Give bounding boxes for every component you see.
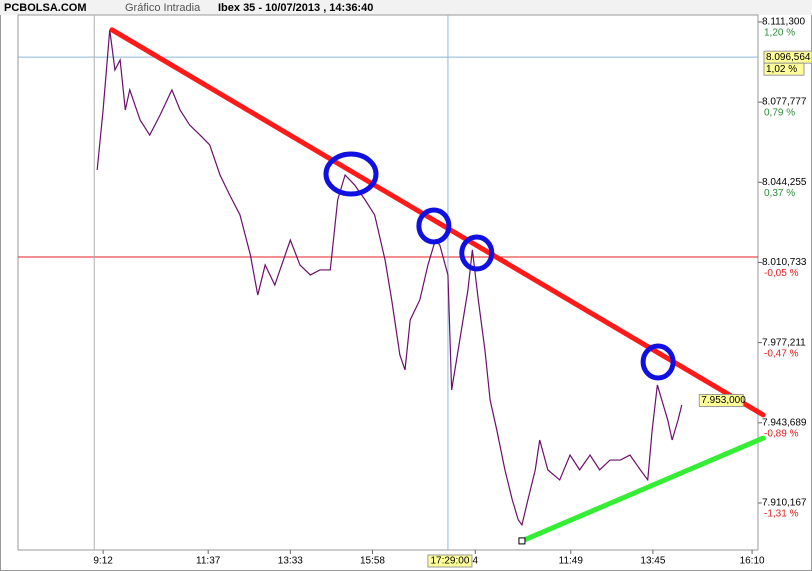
trend-line xyxy=(109,27,766,418)
highlight-circle xyxy=(459,234,495,272)
anchor-marker xyxy=(518,537,526,545)
x-tick-label: 4 xyxy=(473,556,479,567)
y-tick-pct-label: -0,05 % xyxy=(764,268,799,279)
y-tick-pct-label: 1,20 % xyxy=(764,28,795,39)
x-tick-label: 13:33 xyxy=(278,556,303,567)
hline-label: 8.096,564 xyxy=(766,52,811,63)
hline-pct-label-box xyxy=(763,62,805,76)
plot-area xyxy=(17,14,759,551)
y-tick-pct-label: -0,47 % xyxy=(764,348,799,359)
cursor-label-box xyxy=(427,554,473,568)
y-tick-label: 8.044,255 xyxy=(762,177,807,188)
y-tick-label: 8.111,300 xyxy=(762,17,805,28)
header-bar xyxy=(0,0,812,15)
highlight-circle xyxy=(416,207,452,245)
y-tick-pct-label: -1,31 % xyxy=(764,509,799,520)
x-tick-label: 11:37 xyxy=(196,556,221,567)
y-tick-label: 7.977,211 xyxy=(762,337,806,348)
x-tick-label: 16:10 xyxy=(740,556,765,567)
site-name: PCBOLSA.COM xyxy=(4,2,87,14)
y-tick-pct-label: 0,37 % xyxy=(764,188,795,199)
y-tick-pct-label: -0,89 % xyxy=(764,428,799,439)
chart-subtitle: Gráfico Intradia xyxy=(125,2,201,14)
highlight-circle xyxy=(323,151,379,197)
x-tick-label: 9:12 xyxy=(93,556,113,567)
y-tick-label: 8.010,733 xyxy=(762,257,807,268)
x-tick-label: 11:49 xyxy=(559,556,584,567)
x-tick-label: 13:45 xyxy=(640,556,665,567)
y-tick-label: 7.943,689 xyxy=(762,417,807,428)
chart-title: Ibex 35 - 10/07/2013 , 14:36:40 xyxy=(218,2,373,14)
y-tick-pct-label: 0,79 % xyxy=(764,108,795,119)
trend-line xyxy=(519,435,766,544)
hline-pct-label: 1,02 % xyxy=(766,64,797,75)
last-price-label-box xyxy=(698,394,744,408)
cursor-label: 17:29:00 xyxy=(430,556,469,567)
highlight-circle xyxy=(640,343,676,381)
y-tick-label: 7.910,167 xyxy=(762,498,807,509)
x-tick-label: 15:58 xyxy=(360,556,385,567)
last-price-label: 7.953,000 xyxy=(701,395,746,406)
y-tick-label: 8.077,777 xyxy=(762,97,807,108)
price-line xyxy=(96,29,683,527)
